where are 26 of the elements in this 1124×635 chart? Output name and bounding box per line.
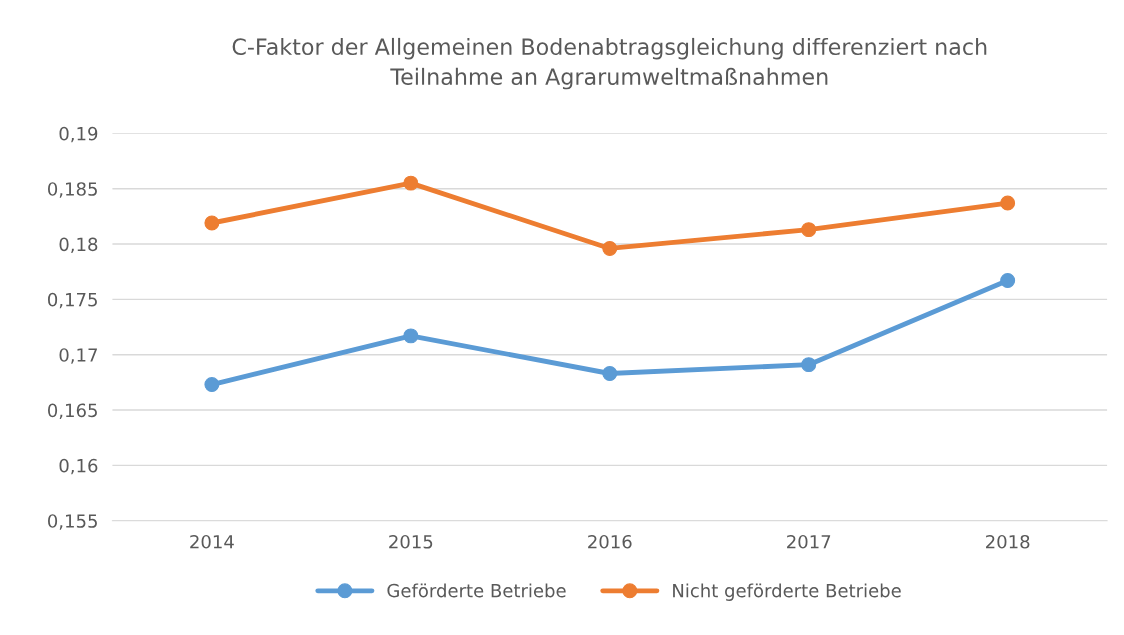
y-tick-label: 0,16 xyxy=(59,458,98,475)
legend-label: Nicht geförderte Betriebe xyxy=(673,583,901,601)
x-tick-label: 2015 xyxy=(389,534,433,549)
point xyxy=(801,222,817,238)
chart-title: C-Faktor der Allgemeinen Bodenabtragsgleichung differenziert nach Teilnahme an Agrarumweltmaßnahmen xyxy=(232,37,987,90)
legend-label: Geförderte Betriebe xyxy=(387,583,566,598)
y-tick-label: 0,17 xyxy=(59,348,97,364)
y-tick-label: 0,185 xyxy=(48,182,97,198)
y-tick-label: 0,18 xyxy=(59,237,98,253)
point xyxy=(204,377,220,393)
point xyxy=(403,328,419,344)
y-tick-label: 0,165 xyxy=(48,403,97,419)
point xyxy=(1000,273,1016,289)
y-tick-label: 0,175 xyxy=(48,292,97,309)
point xyxy=(801,357,817,373)
point xyxy=(403,175,419,191)
point xyxy=(204,215,220,231)
x-tick-label: 2014 xyxy=(190,534,234,549)
y-tick-label: 0,155 xyxy=(48,514,97,530)
point xyxy=(602,240,618,256)
x-tick-label: 2016 xyxy=(588,534,632,549)
point xyxy=(602,366,618,381)
y-tick-label: 0,19 xyxy=(59,126,98,143)
point xyxy=(1000,195,1016,211)
x-tick-label: 2018 xyxy=(986,534,1030,549)
x-tick-label: 2017 xyxy=(787,534,831,549)
